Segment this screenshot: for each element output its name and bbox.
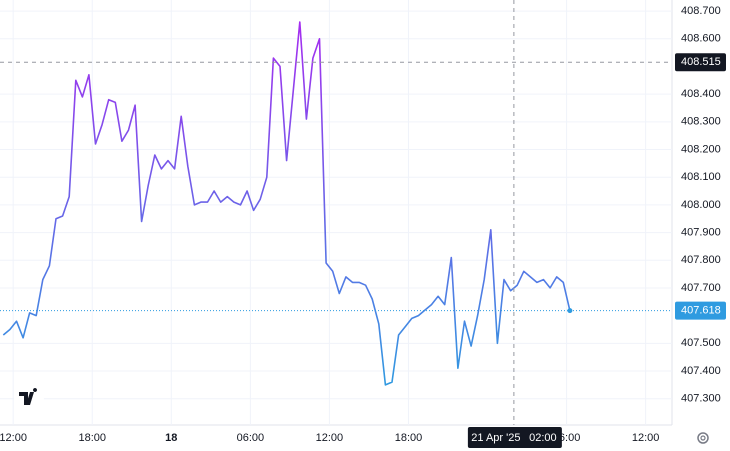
x-tick-label: 18:00 [395, 432, 423, 444]
logo[interactable] [14, 383, 44, 413]
y-tick-label: 407.900 [681, 226, 721, 238]
y-tick-label: 407.500 [681, 337, 721, 349]
y-tick-label: 408.100 [681, 171, 721, 183]
crosshair-y-box [675, 53, 726, 72]
x-tick-label: 12:00 [632, 432, 660, 444]
crosshair-y-label: 408.515 [681, 56, 721, 68]
y-tick-label: 408.000 [681, 199, 721, 211]
x-tick-label: 06:00 [237, 432, 265, 444]
y-tick-label: 408.200 [681, 143, 721, 155]
y-tick-label: 408.700 [681, 5, 721, 17]
x-tick-label: 12:00 [316, 432, 344, 444]
x-tick-label: 18 [165, 432, 177, 444]
last-price-box [675, 301, 726, 320]
last-price-label: 407.618 [681, 305, 721, 317]
y-tick-label: 407.700 [681, 282, 721, 294]
y-tick-label: 407.300 [681, 393, 721, 405]
crosshair-x-date: 21 Apr '25 [471, 432, 520, 444]
crosshair-x-time: 02:00 [529, 432, 557, 444]
y-tick-label: 407.400 [681, 365, 721, 377]
y-tick-label: 408.300 [681, 116, 721, 128]
y-tick-label: 407.800 [681, 254, 721, 266]
price-line [2, 21, 571, 386]
settings-icon[interactable] [697, 432, 709, 444]
x-tick-label: 12:00 [0, 432, 27, 444]
y-tick-label: 408.400 [681, 88, 721, 100]
y-tick-label: 408.600 [681, 33, 721, 45]
crosshair-x-box [467, 427, 562, 448]
x-tick-label: 18:00 [78, 432, 106, 444]
last-point [567, 308, 573, 314]
